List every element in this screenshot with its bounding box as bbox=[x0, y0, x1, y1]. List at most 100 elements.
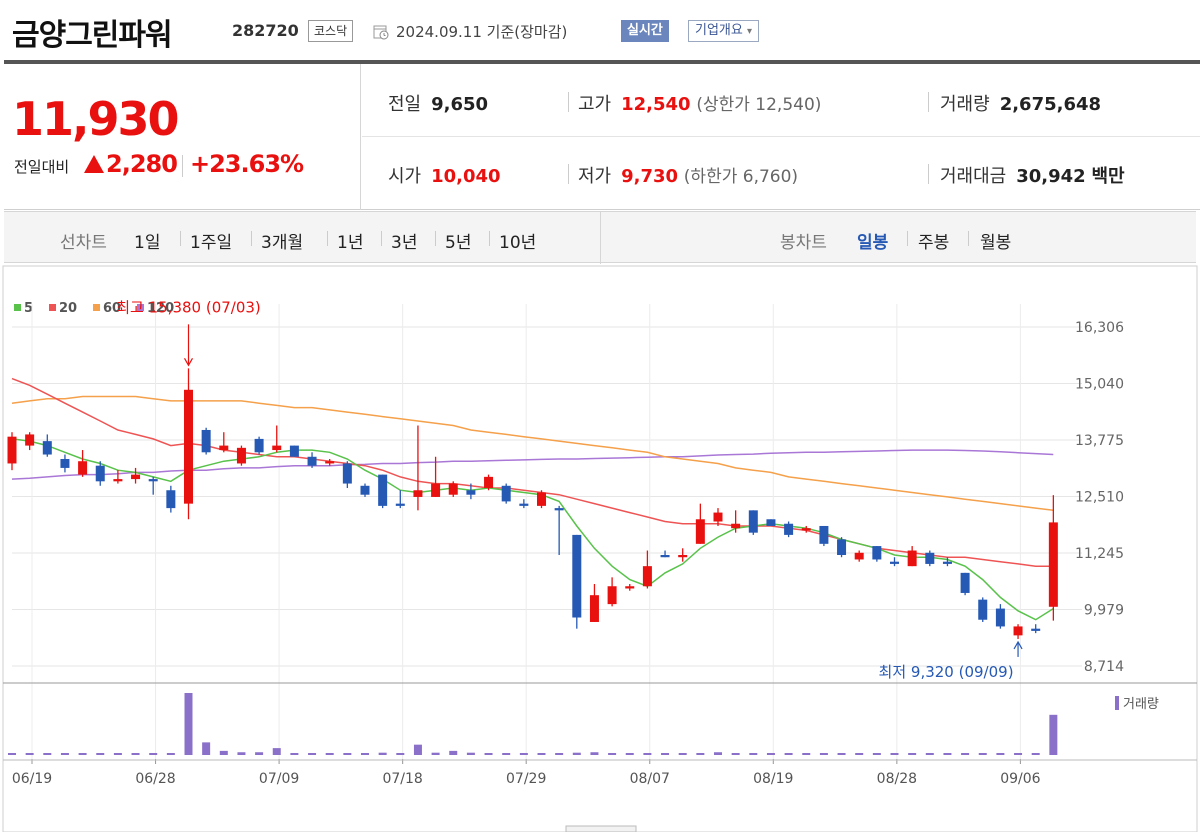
y-tick-label: 16,306 bbox=[1075, 320, 1124, 336]
candle-body bbox=[131, 474, 141, 480]
candle-body bbox=[95, 465, 105, 482]
x-tick-label: 08/28 bbox=[877, 771, 917, 787]
candle-body bbox=[589, 595, 599, 622]
corp-overview-button[interactable]: 기업개요 ▾ bbox=[688, 20, 760, 42]
volume-bar bbox=[290, 753, 299, 755]
low-annotation: 최저 9,320 (09/09) bbox=[879, 663, 1014, 681]
candle-body bbox=[254, 438, 264, 453]
market-badge: 코스닥 bbox=[308, 20, 354, 42]
period-10y-button[interactable]: 10년 bbox=[499, 233, 537, 253]
divider bbox=[435, 231, 436, 246]
volume-legend-label: 거래량 bbox=[1123, 697, 1159, 712]
period-3y-button[interactable]: 3년 bbox=[391, 233, 418, 253]
volume-label: 거래량 bbox=[940, 94, 990, 115]
candle-body bbox=[625, 586, 635, 589]
period-1w-button[interactable]: 1주일 bbox=[190, 233, 233, 253]
candle-body bbox=[1013, 626, 1023, 636]
period-3m-button[interactable]: 3개월 bbox=[261, 233, 304, 253]
volume-bar bbox=[166, 753, 175, 755]
current-price-box: 11,930 전일대비 2,280 +23.63% bbox=[4, 64, 361, 210]
change-label: 전일대비 bbox=[14, 158, 70, 176]
header-divider bbox=[4, 60, 1200, 64]
volume-bar bbox=[1049, 714, 1058, 755]
volume-bar bbox=[837, 753, 846, 755]
volume-bar bbox=[625, 753, 634, 755]
candle-body bbox=[784, 523, 794, 535]
candle-body bbox=[466, 490, 476, 495]
candle-body bbox=[431, 483, 441, 497]
candle-body bbox=[713, 512, 723, 522]
divider bbox=[907, 231, 908, 246]
y-tick-label: 8,714 bbox=[1084, 659, 1124, 675]
candle-body bbox=[572, 534, 582, 618]
legend-label: 20 bbox=[59, 301, 77, 316]
legend-label: 5 bbox=[24, 301, 33, 316]
volume-bar bbox=[537, 753, 546, 755]
candle-body bbox=[942, 561, 952, 564]
volume-bar bbox=[43, 753, 52, 755]
low-label: 저가 bbox=[578, 166, 612, 187]
high-annotation: 최고 15,380 (07/03) bbox=[116, 298, 261, 316]
x-tick-label: 08/19 bbox=[753, 771, 793, 787]
candle-body bbox=[978, 599, 988, 620]
realtime-button[interactable]: 실시간 bbox=[621, 20, 669, 42]
low-value: 9,730 bbox=[621, 166, 679, 187]
volume-bar bbox=[308, 753, 317, 755]
divider bbox=[928, 164, 929, 184]
high-arrow-head bbox=[183, 358, 194, 367]
volume-bar bbox=[766, 753, 775, 755]
candle-body bbox=[7, 436, 17, 464]
candle-body bbox=[25, 434, 35, 446]
volume-bar bbox=[237, 752, 246, 755]
candle-body bbox=[78, 461, 88, 475]
candle-body bbox=[42, 441, 52, 455]
period-5y-button[interactable]: 5년 bbox=[445, 233, 472, 253]
candle-body bbox=[289, 445, 299, 457]
corp-overview-label: 기업개요 bbox=[695, 23, 743, 38]
monthly-candle-button[interactable]: 월봉 bbox=[980, 233, 1012, 253]
period-1d-button[interactable]: 1일 bbox=[134, 233, 161, 253]
volume-bar bbox=[855, 753, 864, 755]
candle-body bbox=[325, 461, 335, 464]
trading-value: 30,942 bbox=[1016, 166, 1086, 187]
candle-body bbox=[236, 447, 246, 464]
candle-body bbox=[748, 510, 758, 533]
volume-bar bbox=[608, 753, 617, 755]
calendar-icon bbox=[373, 25, 389, 40]
daily-candle-button[interactable]: 일봉 bbox=[857, 233, 889, 253]
volume-bar bbox=[749, 753, 758, 755]
volume-bar bbox=[784, 753, 793, 755]
divider bbox=[180, 231, 181, 246]
weekly-candle-button[interactable]: 주봉 bbox=[918, 233, 950, 253]
candle-body bbox=[660, 554, 670, 558]
candle-body bbox=[484, 476, 494, 489]
open-value: 10,040 bbox=[431, 166, 501, 187]
candle-body bbox=[413, 490, 423, 497]
legend-label: 60 bbox=[103, 301, 121, 316]
candle-body bbox=[501, 485, 511, 502]
legend-swatch bbox=[137, 304, 144, 311]
volume-bar bbox=[343, 753, 352, 755]
volume-bar bbox=[590, 752, 599, 755]
candle-body bbox=[854, 552, 864, 560]
volume-bar bbox=[113, 753, 122, 755]
candle-body bbox=[219, 445, 229, 451]
candle-body bbox=[960, 572, 970, 593]
y-tick-label: 13,775 bbox=[1075, 433, 1124, 449]
candle-body bbox=[890, 561, 899, 564]
volume-bar bbox=[396, 753, 405, 755]
volume-bar bbox=[413, 744, 422, 755]
volume-bar bbox=[996, 753, 1005, 755]
y-tick-label: 9,979 bbox=[1084, 603, 1124, 619]
prev-close-value: 9,650 bbox=[431, 94, 489, 115]
volume-bar bbox=[925, 753, 934, 755]
chart-frame bbox=[2, 265, 1198, 832]
candle-body bbox=[925, 552, 935, 564]
divider bbox=[182, 155, 183, 177]
up-arrow-icon bbox=[84, 155, 104, 173]
change-rate: +23.63% bbox=[190, 150, 304, 178]
candle-chart-label: 봉차트 bbox=[780, 233, 827, 253]
divider bbox=[928, 92, 929, 112]
volume-bar bbox=[696, 753, 705, 755]
period-1y-button[interactable]: 1년 bbox=[337, 233, 364, 253]
